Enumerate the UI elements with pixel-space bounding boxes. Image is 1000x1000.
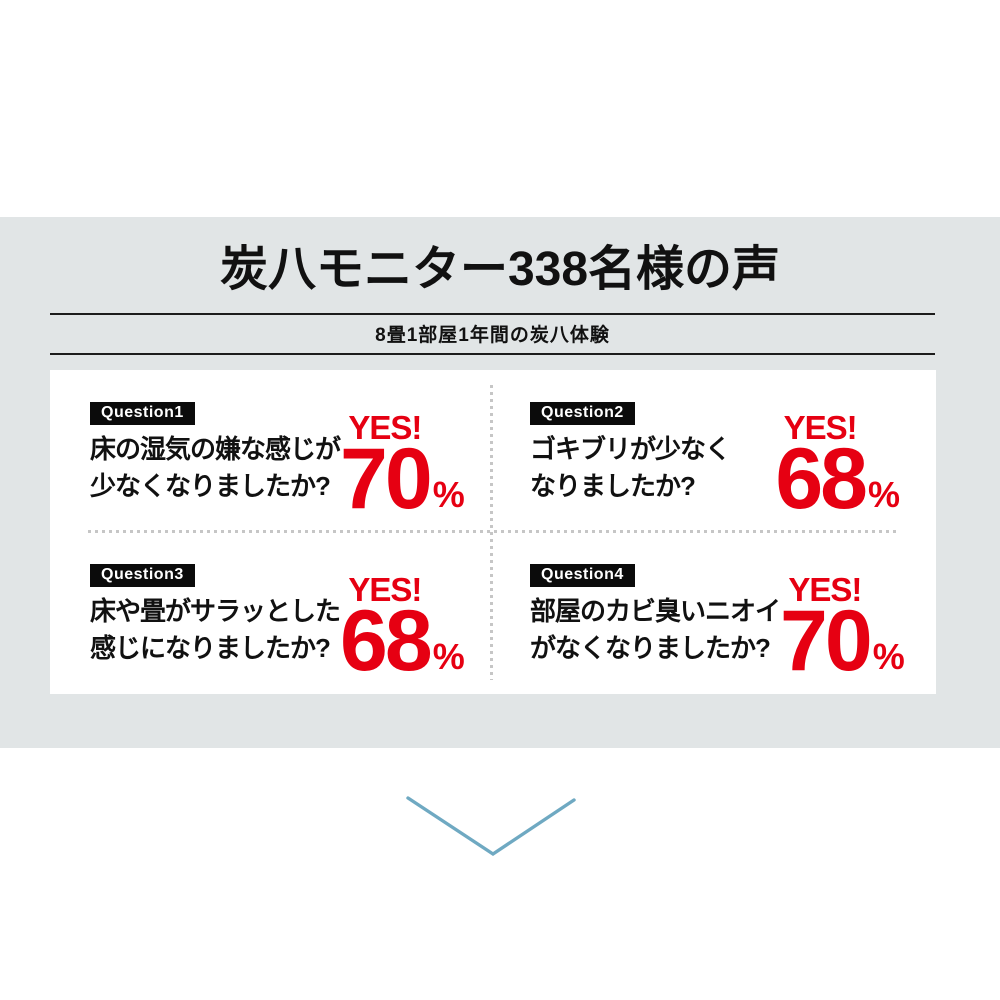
question-label-badge: Question2 (530, 402, 635, 425)
question-text-line1: 床の湿気の嫌な感じが (90, 434, 341, 464)
yes-label: YES! (783, 409, 858, 446)
question-text-line2: 少なくなりましたか? (90, 471, 331, 501)
question-text: 部屋のカビ臭いニオイ がなくなりましたか? (530, 593, 781, 667)
question-label-badge: Question3 (90, 564, 195, 587)
question-text-line1: 床や畳がサラッとした (90, 596, 341, 626)
question-text: ゴキブリが少なく なりましたか? (530, 431, 731, 505)
question-3-score: YES! 68 % (340, 571, 465, 689)
percent-sign: % (432, 474, 465, 515)
yes-label: YES! (788, 571, 862, 608)
percent-sign: % (872, 636, 905, 677)
percentage-value: 68 (340, 593, 433, 689)
yes-label: YES! (348, 571, 422, 608)
question-text-line1: ゴキブリが少なく (530, 434, 731, 464)
question-2-score: YES! 68 % (775, 409, 900, 527)
percent-sign: % (867, 474, 900, 515)
percent-sign: % (432, 636, 465, 677)
percentage-value: 70 (340, 431, 433, 527)
percentage-value: 70 (780, 593, 873, 689)
question-2-text-block: Question2 ゴキブリが少なく なりましたか? (530, 402, 731, 505)
question-label-badge: Question4 (530, 564, 635, 587)
question-text-line2: 感じになりましたか? (90, 633, 331, 663)
question-panel-1: Question1 床の湿気の嫌な感じが 少なくなりましたか? YES! 70 … (50, 370, 493, 532)
chevron-down-icon (405, 795, 577, 859)
survey-section: 炭八モニター338名様の声 8畳1部屋1年間の炭八体験 Question1 床の… (0, 217, 1000, 748)
question-panel-4: Question4 部屋のカビ臭いニオイ がなくなりましたか? YES! 70 … (493, 532, 936, 694)
question-4-text-block: Question4 部屋のカビ臭いニオイ がなくなりましたか? (530, 564, 781, 667)
subtitle: 8畳1部屋1年間の炭八体験 (375, 325, 610, 346)
question-text: 床の湿気の嫌な感じが 少なくなりましたか? (90, 431, 341, 505)
question-text-line2: なりましたか? (530, 471, 696, 501)
question-3-text-block: Question3 床や畳がサラッとした 感じになりましたか? (90, 564, 341, 667)
subtitle-ruled-box: 8畳1部屋1年間の炭八体験 (50, 313, 935, 355)
survey-card: Question1 床の湿気の嫌な感じが 少なくなりましたか? YES! 70 … (50, 370, 936, 694)
question-label-badge: Question1 (90, 402, 195, 425)
question-text-line2: がなくなりましたか? (530, 633, 771, 663)
question-text-line1: 部屋のカビ臭いニオイ (530, 596, 781, 626)
question-text: 床や畳がサラッとした 感じになりましたか? (90, 593, 341, 667)
question-panel-2: Question2 ゴキブリが少なく なりましたか? YES! 68 % (493, 370, 936, 532)
percentage-value: 68 (775, 431, 868, 527)
yes-label: YES! (348, 409, 422, 446)
question-1-score: YES! 70 % (340, 409, 465, 527)
page-title: 炭八モニター338名様の声 (219, 243, 781, 296)
question-1-text-block: Question1 床の湿気の嫌な感じが 少なくなりましたか? (90, 402, 341, 505)
question-4-score: YES! 70 % (780, 571, 905, 689)
horizontal-dotted-divider (88, 530, 898, 533)
question-panel-3: Question3 床や畳がサラッとした 感じになりましたか? YES! 68 … (50, 532, 493, 694)
